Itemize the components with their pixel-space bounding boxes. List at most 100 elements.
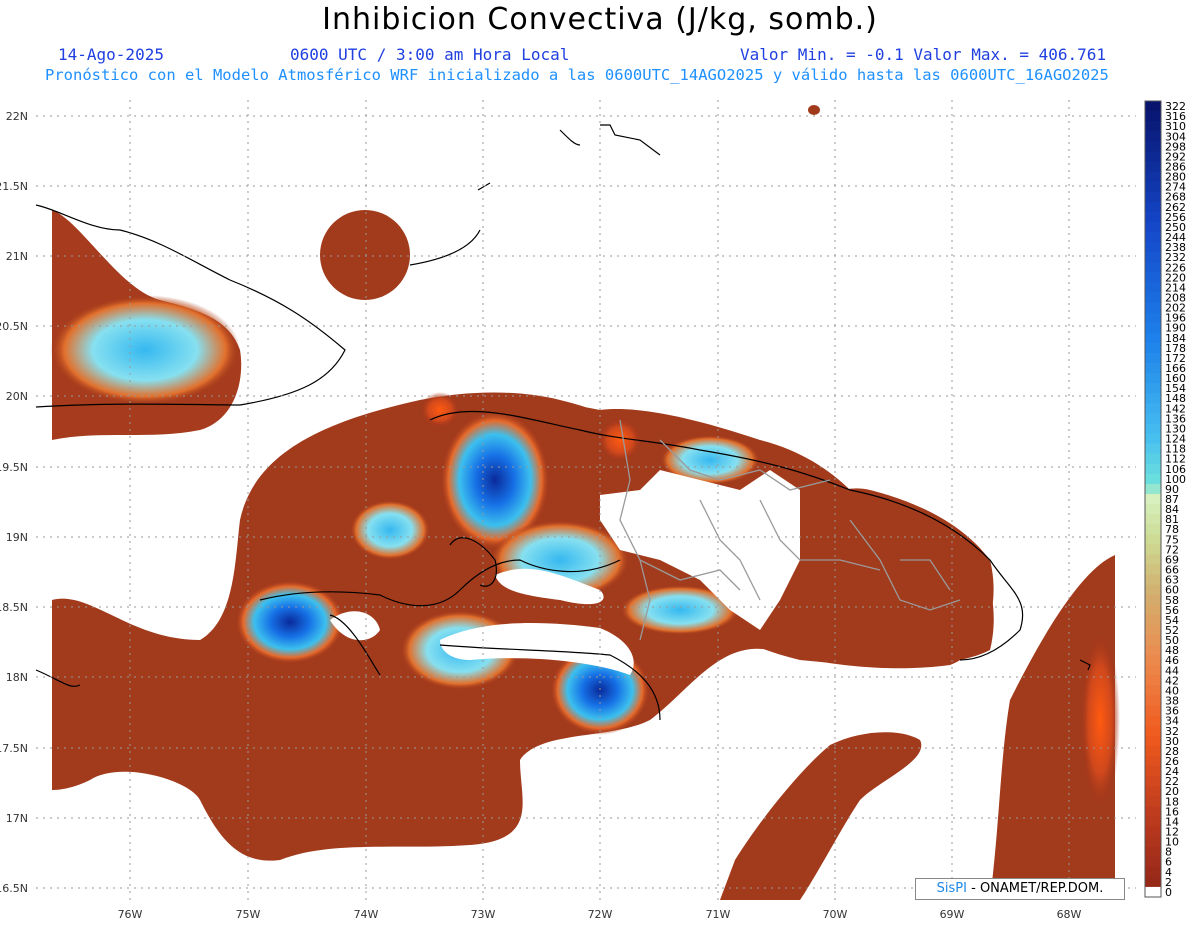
land-interior-south [440,623,634,675]
colorbar-label: 280 [1165,171,1186,184]
land-interior-tiburon [330,611,380,641]
colorbar-swatch [1145,584,1161,596]
colorbar-swatch [1145,866,1161,878]
colorbar-label: 6 [1165,856,1172,869]
colorbar-swatch [1145,745,1161,757]
colorbar-swatch [1145,544,1161,555]
colorbar-swatch [1145,655,1161,666]
lon-axis: 76W 75W 74W 73W 72W 71W 70W 69W 68W [118,908,1082,921]
colorbar: 3223163103042982922862802742682622562502… [1144,100,1186,899]
colorbar-swatch [1145,624,1161,636]
colorbar-label: 310 [1165,120,1186,133]
region-caribbean-se [720,732,922,900]
colorbar-swatch [1145,886,1161,898]
colorbar-swatch [1145,755,1161,767]
colorbar-swatch [1145,614,1161,626]
cin-northwest [440,410,550,550]
colorbar-swatch [1145,342,1161,354]
colorbar-swatch [1145,322,1161,334]
region-inagua [320,210,410,300]
lat-label: 18N [6,671,28,684]
colorbar-label: 60 [1165,584,1179,597]
orange-patch-2 [598,418,642,462]
colorbar-swatch [1145,252,1161,263]
lon-label: 76W [118,908,143,921]
colorbar-swatch [1145,292,1161,304]
land-interior-dr [600,470,800,630]
colorbar-label: 190 [1165,322,1186,335]
colorbar-label: 106 [1165,463,1186,476]
colorbar-label: 14 [1165,815,1179,828]
page-title: Inhibicion Convectiva (J/kg, somb.) [322,2,878,37]
colorbar-swatch [1145,483,1161,495]
colorbar-swatch [1145,594,1161,606]
colorbar-label: 46 [1165,654,1179,667]
colorbar-frame [1144,100,1162,898]
colorbar-swatch [1145,443,1161,455]
region-east [990,555,1115,900]
colorbar-label: 154 [1165,382,1186,395]
colorbar-swatch [1145,242,1161,253]
colorbar-swatch [1145,231,1161,243]
colorbar-label: 4 [1165,866,1172,879]
colorbar-swatch [1145,514,1161,525]
colorbar-label: 20 [1165,785,1179,798]
lon-label: 75W [236,908,261,921]
colorbar-label: 16 [1165,805,1179,818]
colorbar-swatch [1145,373,1161,384]
cin-max-tiburon [235,580,345,664]
colorbar-swatch [1145,362,1161,374]
lat-label: 17.5N [0,742,28,755]
colorbar-label: 262 [1165,201,1186,214]
colorbar-swatch [1145,635,1161,646]
colorbar-swatch [1145,433,1161,445]
colorbar-label: 87 [1165,493,1179,506]
colorbar-label: 166 [1165,362,1186,375]
colorbar-label: 58 [1165,594,1179,607]
sispi-logo: SisPI [936,881,967,896]
colorbar-swatch [1145,262,1161,273]
colorbar-swatch [1145,403,1161,414]
colorbar-label: 26 [1165,755,1179,768]
cin-west [350,500,430,560]
colorbar-label: 226 [1165,261,1186,274]
colorbar-label: 202 [1165,302,1186,315]
colorbar-swatch [1145,604,1161,616]
cin-cuba [50,295,240,405]
colorbar-swatch [1145,352,1161,364]
lat-label: 18.5N [0,601,28,614]
colorbar-swatch [1145,554,1161,565]
lon-label: 68W [1057,908,1082,921]
colorbar-label: 28 [1165,745,1179,758]
colorbar-swatch [1145,816,1161,827]
colorbar-swatch [1145,111,1161,122]
lon-label: 70W [823,908,848,921]
colorbar-label: 160 [1165,372,1186,385]
lat-label: 19.5N [0,461,28,474]
lat-label: 19N [6,531,28,544]
colorbar-label: 30 [1165,735,1179,748]
colorbar-swatch [1145,423,1161,435]
colorbar-label: 178 [1165,342,1186,355]
colorbar-label: 50 [1165,634,1179,647]
colorbar-swatch [1145,131,1161,142]
colorbar-swatch [1145,725,1161,737]
colorbar-label: 42 [1165,674,1179,687]
credit-box: SisPI - ONAMET/REP.DOM. [915,878,1125,900]
colorbar-label: 214 [1165,281,1186,294]
colorbar-swatch [1145,221,1161,233]
colorbar-swatch [1145,564,1161,576]
colorbar-label: 292 [1165,150,1186,163]
lon-label: 74W [354,908,379,921]
orange-patch-1 [420,392,460,428]
colorbar-swatch [1145,695,1161,707]
lat-label: 16.5N [0,882,28,895]
colorbar-swatch [1145,211,1161,223]
colorbar-swatch [1145,312,1161,324]
colorbar-label: 274 [1165,181,1186,194]
land-interior-haiti [495,568,604,605]
colorbar-swatch [1145,786,1161,797]
colorbar-label: 78 [1165,523,1179,536]
valid-time: 0600 UTC / 3:00 am Hora Local [290,45,570,64]
colorbar-swatch [1145,201,1161,213]
